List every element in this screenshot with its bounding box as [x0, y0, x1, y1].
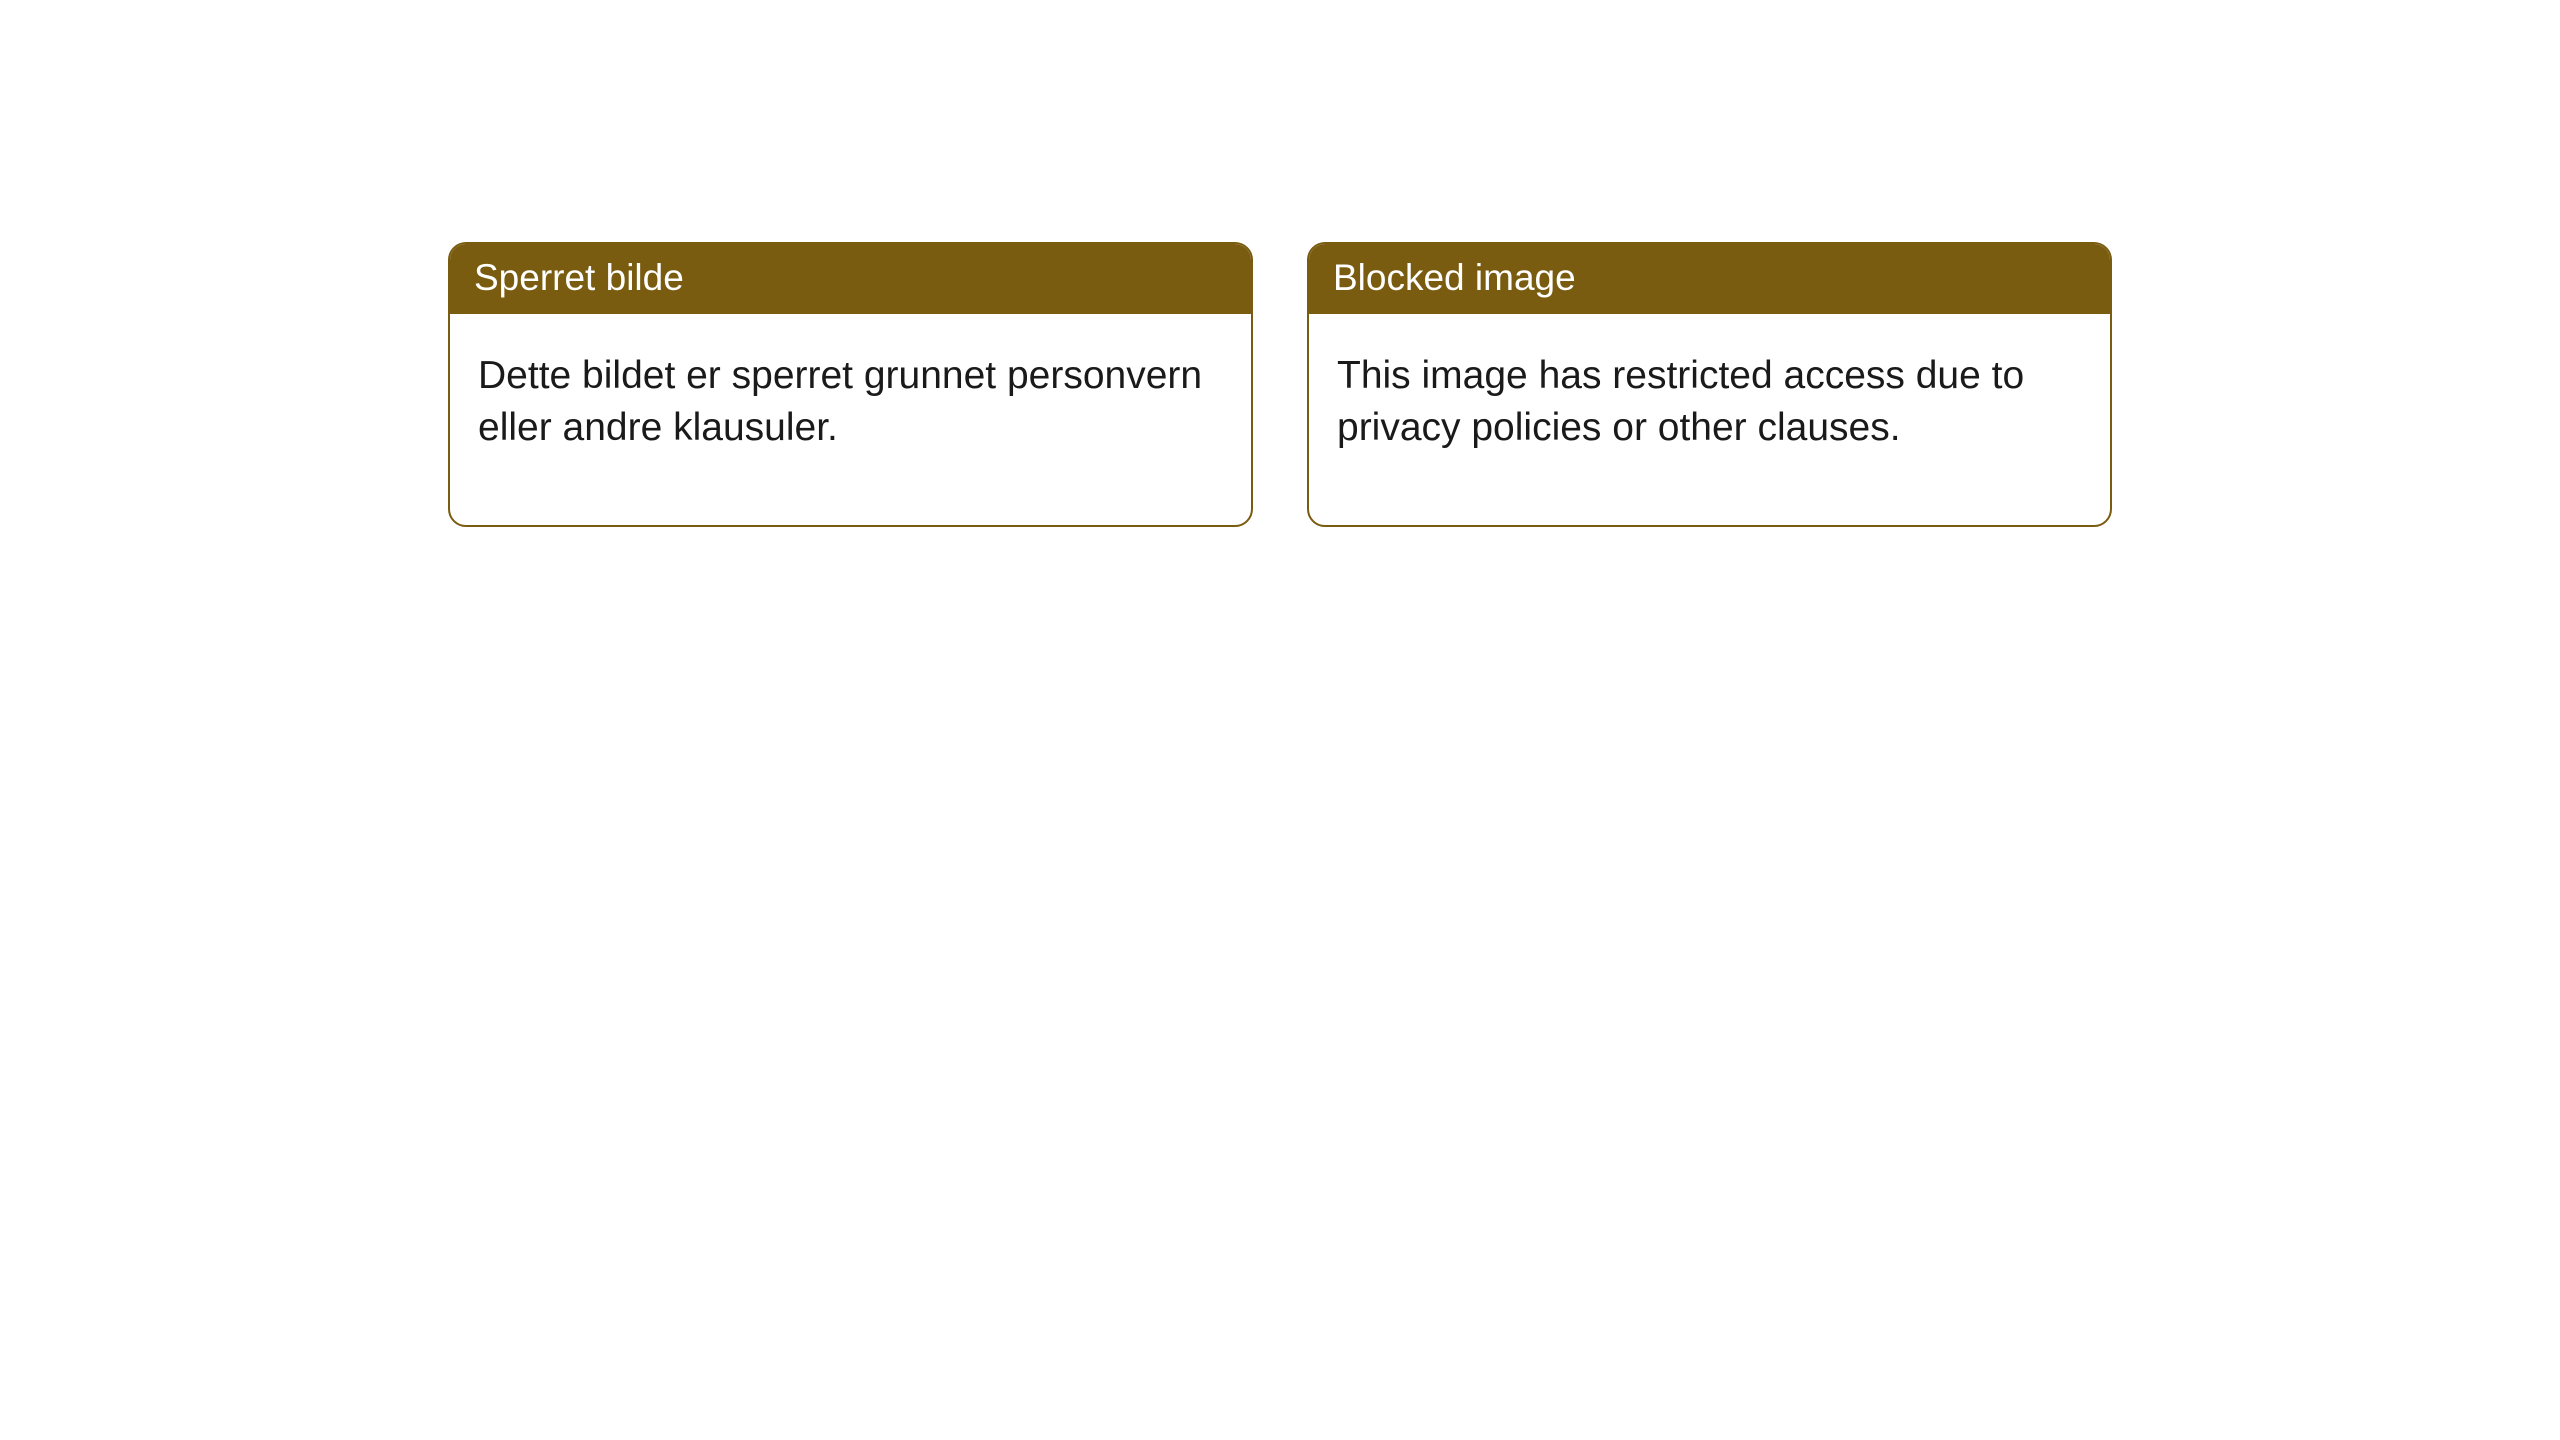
notice-card-header: Blocked image	[1309, 244, 2110, 314]
notice-card-text: This image has restricted access due to …	[1337, 354, 2024, 449]
notice-card-title: Blocked image	[1333, 257, 1576, 298]
notice-card-english: Blocked image This image has restricted …	[1307, 242, 2112, 527]
notice-card-text: Dette bildet er sperret grunnet personve…	[478, 354, 1202, 449]
notice-cards-container: Sperret bilde Dette bildet er sperret gr…	[448, 242, 2112, 527]
notice-card-header: Sperret bilde	[450, 244, 1251, 314]
notice-card-body: This image has restricted access due to …	[1309, 314, 2110, 525]
notice-card-body: Dette bildet er sperret grunnet personve…	[450, 314, 1251, 525]
notice-card-title: Sperret bilde	[474, 257, 684, 298]
notice-card-norwegian: Sperret bilde Dette bildet er sperret gr…	[448, 242, 1253, 527]
